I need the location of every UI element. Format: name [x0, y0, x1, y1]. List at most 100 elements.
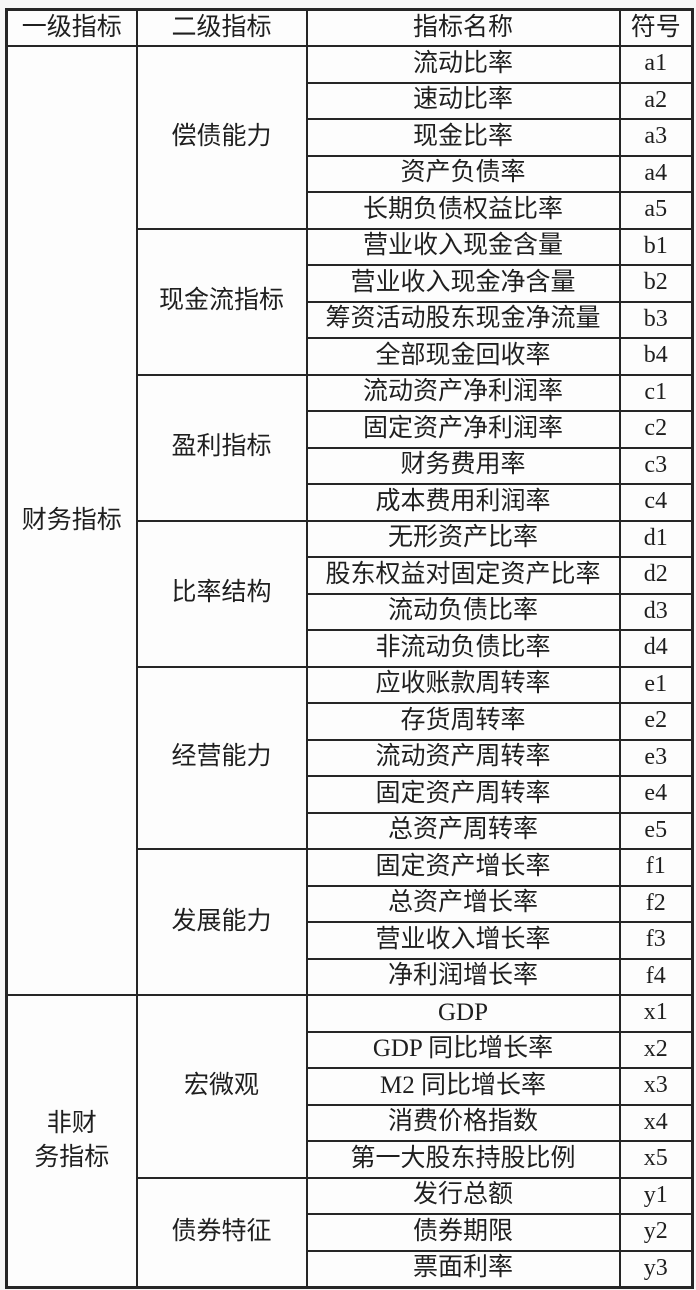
- indicator-name-cell: GDP: [305, 994, 621, 1033]
- indicator-name-cell: 固定资产周转率: [305, 775, 621, 814]
- level2-indicator-cell: 盈利指标: [135, 373, 308, 522]
- indicator-symbol-cell: c1: [618, 373, 694, 412]
- indicator-name-cell: 营业收入现金含量: [305, 227, 621, 266]
- indicator-name-cell: 应收账款周转率: [305, 665, 621, 704]
- indicator-name-cell: 财务费用率: [305, 446, 621, 485]
- indicator-name-cell: 第一大股东持股比例: [305, 1140, 621, 1179]
- level1-indicator-label: 非财务指标: [34, 1110, 110, 1171]
- table-row: 总资产周转率 e5: [7, 811, 694, 850]
- indicator-name-cell: 发行总额: [305, 1176, 621, 1215]
- indicator-name-cell: 资产负债率: [305, 154, 621, 193]
- indicator-symbol-cell: e4: [618, 775, 694, 814]
- header-level2-indicator: 二级指标: [135, 8, 308, 47]
- level2-indicator-cell: 宏微观: [135, 994, 308, 1179]
- table-row: 债券特征 发行总额 y1: [7, 1176, 694, 1288]
- table-row: 长期负债权益比率 a5: [7, 191, 694, 230]
- indicator-symbol-cell: a4: [618, 154, 694, 193]
- table-row: 营业收入现金净含量 b2: [7, 264, 694, 303]
- table-row: 股东权益对固定资产比率 d2: [7, 556, 694, 595]
- table-row: 净利润增长率 f4: [7, 957, 694, 996]
- indicator-name-cell: 筹资活动股东现金净流量: [305, 300, 621, 339]
- indicator-symbol-cell: d2: [618, 556, 694, 595]
- table-row: 资产负债率 a4: [7, 154, 694, 193]
- indicator-symbol-cell: y1: [618, 1176, 694, 1215]
- indicator-symbol-cell: e3: [618, 738, 694, 777]
- indicator-symbol-cell: b4: [618, 337, 694, 376]
- indicator-symbol-cell: x1: [618, 994, 694, 1033]
- table-row: 现金比率 a3: [7, 118, 694, 157]
- indicator-symbol-cell: d3: [618, 592, 694, 631]
- table-row: 财务指标 偿债能力 流动比率 a1: [5, 45, 694, 996]
- level1-indicator-cell: 非财务指标: [5, 994, 138, 1288]
- table-row: 存货周转率 e2: [7, 702, 694, 741]
- table-row: 固定资产净利润率 c2: [7, 410, 694, 449]
- indicator-symbol-cell: y3: [618, 1249, 694, 1288]
- table-row: 总资产增长率 f2: [7, 884, 694, 923]
- table-body: 财务指标 偿债能力 流动比率 a1 速动比率 a2 现金比率 a3 资产负债率 a4 长期负债权益比…: [5, 45, 694, 1288]
- indicator-name-cell: 净利润增长率: [305, 957, 621, 996]
- indicator-name-cell: 股东权益对固定资产比率: [305, 556, 621, 595]
- indicator-name-cell: 营业收入现金净含量: [305, 264, 621, 303]
- level2-indicator-cell: 偿债能力: [135, 45, 308, 230]
- indicator-symbol-cell: a2: [618, 81, 694, 120]
- indicator-symbol-cell: f3: [618, 921, 694, 960]
- table-row: 比率结构 无形资产比率 d1: [7, 519, 694, 668]
- indicator-symbol-cell: c2: [618, 410, 694, 449]
- indicator-symbol-cell: c4: [618, 483, 694, 522]
- table-row: M2 同比增长率 x3: [7, 1067, 694, 1106]
- table-row: 经营能力 应收账款周转率 e1: [7, 665, 694, 850]
- indicator-symbol-cell: b1: [618, 227, 694, 266]
- header-symbol: 符号: [618, 8, 694, 47]
- header-indicator-name: 指标名称: [305, 8, 621, 47]
- indicator-symbol-cell: x5: [618, 1140, 694, 1179]
- indicator-symbol-cell: x4: [618, 1103, 694, 1142]
- indicator-symbol-cell: e2: [618, 702, 694, 741]
- indicator-name-cell: 流动资产净利润率: [305, 373, 621, 412]
- table-row: 票面利率 y3: [7, 1249, 694, 1288]
- indicator-symbol-cell: c3: [618, 446, 694, 485]
- indicator-name-cell: 债券期限: [305, 1213, 621, 1252]
- indicator-name-cell: 总资产周转率: [305, 811, 621, 850]
- table-header: 一级指标 二级指标 指标名称 符号: [5, 8, 694, 47]
- indicator-symbol-cell: e5: [618, 811, 694, 850]
- table-row: 营业收入增长率 f3: [7, 921, 694, 960]
- table-row: 流动资产周转率 e3: [7, 738, 694, 777]
- table-row: 流动负债比率 d3: [7, 592, 694, 631]
- table-row: 现金流指标 营业收入现金含量 b1: [7, 227, 694, 376]
- indicator-name-cell: 流动比率: [305, 45, 621, 84]
- table-row: 筹资活动股东现金净流量 b3: [7, 300, 694, 339]
- indicator-name-cell: 长期负债权益比率: [305, 191, 621, 230]
- indicator-symbol-cell: e1: [618, 665, 694, 704]
- indicator-name-cell: 全部现金回收率: [305, 337, 621, 376]
- indicator-symbol-cell: x2: [618, 1030, 694, 1069]
- level2-indicator-cell: 比率结构: [135, 519, 308, 668]
- indicator-symbol-cell: d4: [618, 629, 694, 668]
- level2-indicator-cell: 经营能力: [135, 665, 308, 850]
- table-row: 全部现金回收率 b4: [7, 337, 694, 376]
- indicator-symbol-cell: f1: [618, 848, 694, 887]
- indicator-symbol-cell: f2: [618, 884, 694, 923]
- indicator-name-cell: 票面利率: [305, 1249, 621, 1288]
- indicator-name-cell: 速动比率: [305, 81, 621, 120]
- indicator-name-cell: M2 同比增长率: [305, 1067, 621, 1106]
- indicator-name-cell: 无形资产比率: [305, 519, 621, 558]
- indicator-name-cell: 存货周转率: [305, 702, 621, 741]
- table-row: 成本费用利润率 c4: [7, 483, 694, 522]
- level2-indicator-cell: 发展能力: [135, 848, 308, 996]
- indicator-symbol-cell: a3: [618, 118, 694, 157]
- indicator-name-cell: 非流动负债比率: [305, 629, 621, 668]
- header-row: 一级指标 二级指标 指标名称 符号: [5, 8, 694, 47]
- indicator-name-cell: 流动负债比率: [305, 592, 621, 631]
- indicator-name-cell: GDP 同比增长率: [305, 1030, 621, 1069]
- indicator-name-cell: 固定资产净利润率: [305, 410, 621, 449]
- indicator-name-cell: 成本费用利润率: [305, 483, 621, 522]
- level2-indicator-cell: 债券特征: [135, 1176, 308, 1288]
- table-row: 第一大股东持股比例 x5: [7, 1140, 694, 1179]
- indicator-name-cell: 流动资产周转率: [305, 738, 621, 777]
- level2-indicator-cell: 现金流指标: [135, 227, 308, 376]
- table-row: 财务费用率 c3: [7, 446, 694, 485]
- indicator-name-cell: 营业收入增长率: [305, 921, 621, 960]
- table-row: 消费价格指数 x4: [7, 1103, 694, 1142]
- table-row: 发展能力 固定资产增长率 f1: [7, 848, 694, 996]
- table-row: 固定资产周转率 e4: [7, 775, 694, 814]
